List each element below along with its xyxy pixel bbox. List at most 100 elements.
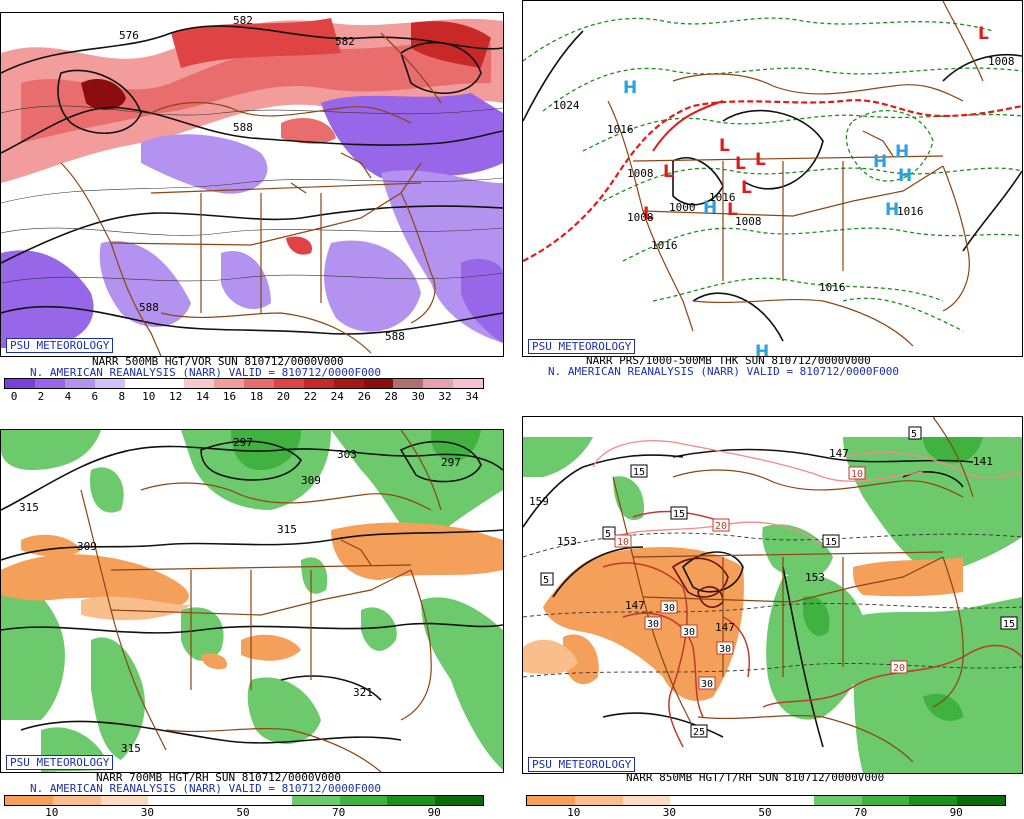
colorbar-swatch xyxy=(527,796,575,805)
colorbar-swatch xyxy=(214,379,244,388)
panel-caption-title: NARR 700MB HGT/RH SUN 810712/0000V000 xyxy=(96,771,342,784)
colorbar-swatch xyxy=(453,379,483,388)
colorbar-ticks: 0 2 4 6 8 10 12 14 16 18 20 22 24 26 28 30 32 34 xyxy=(4,390,482,403)
temperature-label: 30 xyxy=(719,644,731,655)
colorbar-swatch xyxy=(184,379,215,388)
high-pressure-symbol: H xyxy=(623,78,637,98)
temperature-label: 15 xyxy=(633,467,645,478)
colorbar-swatch xyxy=(196,796,244,805)
low-pressure-symbol: L xyxy=(727,200,738,220)
psu-meteorology-tag: PSU METEOROLOGY xyxy=(6,338,114,353)
height-label: 321 xyxy=(353,686,373,699)
pressure-label: 1016 xyxy=(897,205,924,218)
colorbar-tick-label: 10 xyxy=(142,390,156,403)
height-label: 588 xyxy=(385,330,405,343)
colorbar-tick-label: 2 xyxy=(37,390,45,403)
temperature-label: 15 xyxy=(673,509,685,520)
colorbar-tick-label: 30 xyxy=(662,806,677,819)
panel-caption-title: NARR 850MB HGT/T/RH SUN 810712/0000V000 xyxy=(626,771,885,784)
map-pressure-thickness: H H H H H H H L L L L L L L L 1024 1016 … xyxy=(523,1,1022,356)
high-pressure-symbol: H xyxy=(755,342,769,356)
colorbar-swatch xyxy=(957,796,1005,805)
colorbar-swatch xyxy=(303,379,334,388)
colorbar-swatch xyxy=(64,379,95,388)
temperature-label: 20 xyxy=(715,521,727,532)
height-label: 147 xyxy=(715,621,735,634)
colorbar-swatch xyxy=(813,796,862,805)
colorbar-swatch xyxy=(670,796,719,805)
pressure-label: 1016 xyxy=(651,239,678,252)
pressure-label: 1008 xyxy=(988,55,1015,68)
colorbar-swatch xyxy=(34,379,65,388)
height-label: 588 xyxy=(233,121,253,134)
colorbar-tick-label: 30 xyxy=(411,390,425,403)
colorbar-swatch xyxy=(5,796,53,805)
colorbar-swatch xyxy=(387,796,436,805)
colorbar-tick-label: 90 xyxy=(949,806,963,819)
low-pressure-symbol: L xyxy=(755,150,766,170)
colorbar-swatch xyxy=(333,379,364,388)
height-label: 159 xyxy=(529,495,549,508)
panel-caption-valid: N. AMERICAN REANALYSIS (NARR) VALID = 81… xyxy=(30,782,381,795)
colorbar-swatch xyxy=(124,379,155,388)
psu-meteorology-tag: PSU METEOROLOGY xyxy=(528,339,636,354)
colorbar-tick-label: 12 xyxy=(169,390,183,403)
colorbar-tick-label: 24 xyxy=(330,390,344,403)
temperature-label: 30 xyxy=(663,603,675,614)
colorbar-tick-label: 14 xyxy=(195,390,210,403)
colorbar-swatch xyxy=(574,796,623,805)
temperature-label: 25 xyxy=(693,727,705,738)
colorbar-swatch xyxy=(435,796,483,805)
temperature-label: 30 xyxy=(683,627,695,638)
high-pressure-symbol: H xyxy=(885,200,899,220)
low-pressure-symbol: L xyxy=(978,24,989,44)
height-label: 309 xyxy=(301,474,321,487)
colorbar-vorticity xyxy=(4,378,484,389)
colorbar-swatch xyxy=(861,796,910,805)
psu-meteorology-tag: PSU METEOROLOGY xyxy=(528,757,636,772)
low-pressure-symbol: L xyxy=(735,154,746,174)
colorbar-tick-label: 18 xyxy=(249,390,264,403)
panel-850mb: 5 15 10 5 15 20 10 15 5 15 30 30 30 xyxy=(522,416,1023,774)
pressure-label: 1016 xyxy=(819,281,846,294)
pressure-label: 1008 xyxy=(627,211,654,224)
temperature-label: 5 xyxy=(543,575,549,586)
temperature-label: 20 xyxy=(893,663,905,674)
panel-caption-title: NARR PRS/1000-500MB THK SUN 810712/0000V… xyxy=(586,354,871,367)
pressure-label: 1024 xyxy=(553,99,580,112)
height-label: 297 xyxy=(233,436,253,449)
colorbar-tick-label: 70 xyxy=(853,806,868,819)
colorbar-tick-label: 30 xyxy=(140,806,155,819)
colorbar-tick-label: 4 xyxy=(64,390,72,403)
temperature-label: 30 xyxy=(647,619,659,630)
low-pressure-symbol: L xyxy=(719,136,730,156)
low-pressure-symbol: L xyxy=(643,204,654,224)
colorbar-swatch xyxy=(244,379,274,388)
colorbar-swatch xyxy=(154,379,185,388)
height-label: 147 xyxy=(829,447,849,460)
colorbar-tick-label: 50 xyxy=(236,806,250,819)
colorbar-tick-label: 28 xyxy=(384,390,398,403)
panel-caption-valid: N. AMERICAN REANALYSIS (NARR) VALID = 81… xyxy=(30,366,381,379)
colorbar-tick-label: 32 xyxy=(438,390,452,403)
pressure-label: 1008 xyxy=(735,215,762,228)
colorbar-swatch xyxy=(291,796,340,805)
height-label: 315 xyxy=(121,742,141,755)
temperature-label: 10 xyxy=(851,469,863,480)
height-label: 147 xyxy=(625,599,645,612)
colorbar-tick-label: 8 xyxy=(118,390,126,403)
height-label: 303 xyxy=(337,448,357,461)
panel-caption-valid: N. AMERICAN REANALYSIS (NARR) VALID = 81… xyxy=(548,365,899,378)
colorbar-swatch xyxy=(363,379,394,388)
high-pressure-symbol: H xyxy=(873,152,887,172)
pressure-label: 1016 xyxy=(709,191,736,204)
panel-sfc-pressure: H H H H H H H L L L L L L L L 1024 1016 … xyxy=(522,0,1023,357)
colorbar-rh xyxy=(526,795,1006,806)
colorbar-tick-label: 90 xyxy=(427,806,441,819)
colorbar-rh xyxy=(4,795,484,806)
colorbar-swatch xyxy=(718,796,766,805)
colorbar-swatch xyxy=(243,796,292,805)
colorbar-swatch xyxy=(423,379,454,388)
colorbar-tick-label: 20 xyxy=(276,390,291,403)
low-pressure-symbol: L xyxy=(663,162,674,182)
